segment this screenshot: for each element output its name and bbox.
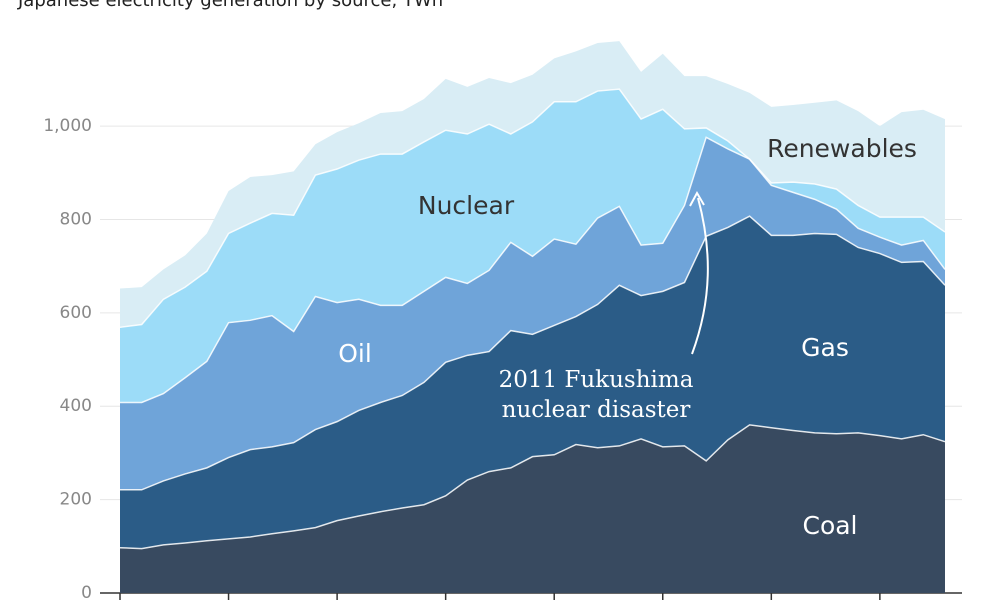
boundary-line (120, 215, 946, 491)
y-tick-label: 400 (60, 396, 92, 416)
annotation-arrow (691, 197, 709, 355)
series-label: Nuclear (418, 191, 515, 220)
y-tick-label: 800 (60, 209, 92, 229)
boundary-line (119, 424, 946, 550)
areas (119, 41, 946, 593)
area (120, 41, 945, 328)
boundary-line (120, 136, 946, 404)
y-tick-label: 600 (60, 303, 92, 323)
annotation: 2011 Fukushima (499, 367, 694, 393)
area (120, 89, 945, 403)
y-tick-label: 1,000 (43, 116, 92, 136)
area (120, 216, 945, 549)
series-label: Gas (801, 333, 849, 362)
boundary-line (119, 88, 946, 329)
chart-title: Japanese electricity generation by sourc… (17, 0, 443, 11)
series-label: Coal (802, 511, 857, 540)
series-label: Renewables (767, 134, 917, 163)
y-tick-label: 0 (81, 583, 92, 600)
y-tick-label: 200 (60, 490, 92, 510)
arrow-head (689, 190, 705, 207)
annotation: nuclear disaster (502, 397, 691, 423)
series-label: Oil (338, 339, 372, 368)
overlay: Renewables Nuclear Oil Gas Coal 2011 Fuk… (338, 134, 917, 540)
area (120, 137, 945, 490)
area (120, 424, 945, 593)
